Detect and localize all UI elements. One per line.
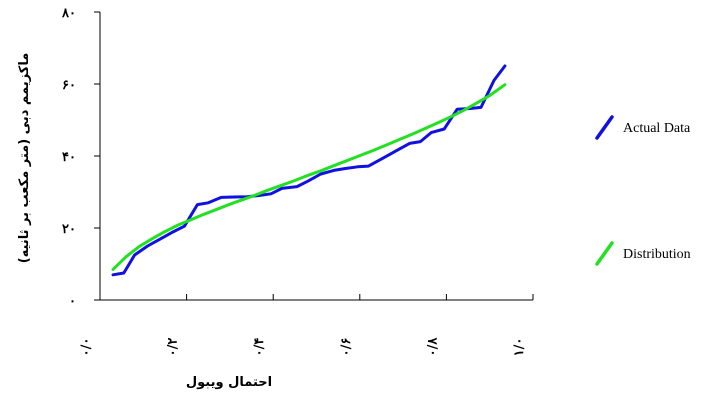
x-tick-label: ٠/۴: [252, 338, 267, 357]
x-tick-label: ١/٠: [512, 338, 527, 357]
y-ticks: ٠ ٢٠ ۴٠ ۶٠ ٨٠: [61, 6, 100, 309]
y-axis-title: ماکزیمم دبی (متر مکعب بر ثانیه): [17, 53, 32, 264]
legend-item-actual-data: Actual Data: [595, 115, 691, 140]
y-tick-label: ٨٠: [61, 6, 76, 21]
legend-swatch-actual-data: [595, 115, 614, 140]
x-tick-label: ٠/٨: [425, 337, 440, 357]
series-lines: [111, 64, 507, 277]
y-tick-label: ٢٠: [62, 222, 76, 237]
y-tick-label: ۴٠: [62, 150, 76, 165]
x-tick-label: ٠/٠: [79, 338, 94, 357]
series-line-actual-data: [111, 64, 507, 277]
legend-label-actual-data: Actual Data: [623, 121, 691, 136]
x-axis-title: احتمال ویبول: [186, 375, 272, 390]
x-ticks: ٠/٠ ٠/٢ ٠/۴ ٠/۶ ٠/٨ ١/٠: [79, 294, 534, 357]
legend-item-distribution: Distribution: [595, 241, 691, 266]
legend-label-distribution: Distribution: [623, 247, 691, 262]
y-tick-label: ٠: [69, 294, 76, 309]
x-tick-label: ٠/٢: [166, 338, 181, 357]
legend: Actual Data Distribution: [595, 115, 691, 266]
series-line-distribution: [111, 83, 507, 271]
legend-swatch-distribution: [595, 241, 614, 266]
x-tick-label: ٠/۶: [339, 338, 354, 357]
y-tick-label: ۶٠: [62, 78, 76, 93]
plot-area: ٠ ٢٠ ۴٠ ۶٠ ٨٠ ٠/٠ ٠/٢ ٠/۴ ٠/۶ ٠/٨ ١/٠: [61, 6, 534, 357]
